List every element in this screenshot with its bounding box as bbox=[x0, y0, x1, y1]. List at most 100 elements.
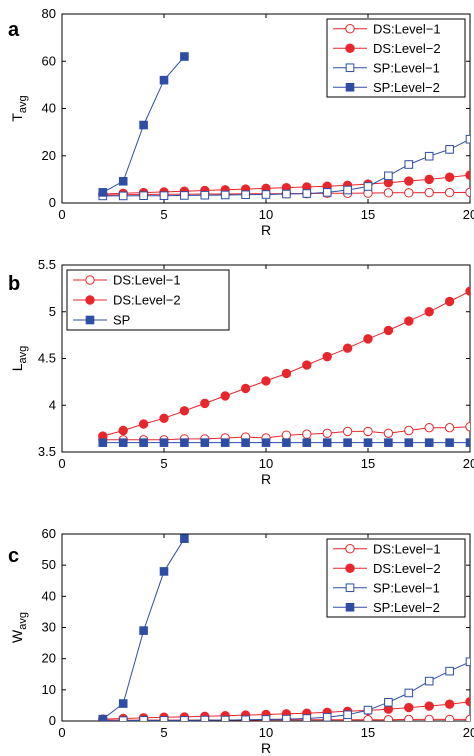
data-point bbox=[363, 426, 373, 437]
legend-swatch-marker bbox=[345, 544, 355, 554]
chart-panel-c: c0 5 10 15 200102030405060RWavgDS:Level−1DS:… bbox=[8, 526, 474, 756]
y-tick-label: 5 bbox=[49, 304, 56, 319]
y-tick-label: 40 bbox=[42, 588, 56, 603]
data-point bbox=[118, 699, 128, 708]
y-tick-label: 80 bbox=[42, 6, 56, 21]
data-point bbox=[302, 714, 312, 721]
x-tick-label: 5 bbox=[160, 725, 167, 740]
x-tick-label: 0 bbox=[58, 207, 65, 222]
legend-label: SP:Level−2 bbox=[373, 600, 440, 615]
legend-swatch-marker bbox=[345, 24, 355, 34]
data-point bbox=[363, 334, 373, 344]
data-point bbox=[98, 714, 108, 721]
y-tick-label: 20 bbox=[42, 651, 56, 666]
data-point bbox=[445, 666, 454, 676]
legend: DS:Level−1 DS:Level−2 SP:Level−1 SP:Level−2 bbox=[326, 18, 466, 98]
data-point bbox=[424, 151, 434, 161]
legend-swatch-marker bbox=[345, 63, 355, 73]
data-point bbox=[220, 391, 230, 401]
data-point bbox=[240, 383, 251, 394]
y-tick-label: 0 bbox=[49, 713, 56, 728]
data-point bbox=[159, 191, 169, 200]
data-point bbox=[424, 307, 434, 317]
legend-label: SP:Level−1 bbox=[373, 60, 440, 75]
data-point bbox=[139, 438, 148, 447]
data-point bbox=[159, 567, 169, 576]
data-point bbox=[465, 286, 470, 296]
x-tick-label: 0 bbox=[58, 725, 65, 740]
data-point bbox=[404, 438, 414, 447]
panel-letter: c bbox=[8, 545, 19, 567]
y-tick-label: 0 bbox=[49, 195, 56, 210]
legend-label: SP:Level−2 bbox=[373, 80, 440, 95]
y-tick-label: 3.5 bbox=[38, 444, 56, 459]
data-point bbox=[404, 702, 414, 713]
data-point bbox=[424, 187, 434, 198]
legend-item: DS:Level−1 bbox=[333, 541, 441, 556]
data-point bbox=[261, 376, 271, 386]
data-point bbox=[241, 715, 250, 721]
legend-swatch-marker bbox=[85, 295, 95, 305]
x-axis-label: R bbox=[261, 740, 271, 756]
legend-swatch-marker bbox=[345, 43, 355, 53]
data-point bbox=[465, 187, 470, 198]
x-axis-label: R bbox=[261, 222, 271, 238]
x-tick-label: 15 bbox=[361, 207, 375, 222]
legend-label: SP bbox=[113, 313, 130, 328]
data-point bbox=[118, 191, 128, 201]
legend-label: DS:Level−2 bbox=[113, 293, 181, 308]
data-point bbox=[363, 705, 373, 715]
x-tick-label: 5 bbox=[160, 456, 167, 471]
data-point bbox=[302, 438, 312, 447]
legend-swatch-marker bbox=[345, 563, 355, 573]
legend: DS:Level−1 DS:Level−2 SP bbox=[66, 269, 230, 331]
data-point bbox=[282, 714, 291, 721]
legend: DS:Level−1 DS:Level−2 SP:Level−1 SP:Level−2 bbox=[326, 538, 466, 618]
legend-swatch-marker bbox=[345, 583, 355, 593]
data-point bbox=[98, 188, 108, 197]
y-tick-label: 60 bbox=[42, 526, 56, 541]
data-point bbox=[384, 171, 393, 181]
y-axis-label-main: W bbox=[9, 629, 25, 643]
legend-label: DS:Level−2 bbox=[373, 41, 441, 56]
legend-label: DS:Level−1 bbox=[113, 273, 181, 288]
x-tick-label: 5 bbox=[160, 207, 167, 222]
data-point bbox=[241, 438, 250, 447]
data-point bbox=[465, 134, 470, 144]
y-axis-label: Wavg bbox=[9, 612, 29, 643]
data-point bbox=[444, 172, 455, 182]
legend-item: DS:Level−2 bbox=[333, 561, 441, 576]
y-axis-label-main: T bbox=[9, 113, 25, 122]
data-point bbox=[200, 398, 210, 409]
data-point bbox=[282, 189, 291, 199]
legend-item: DS:Level−1 bbox=[73, 273, 181, 288]
data-point bbox=[118, 716, 128, 721]
data-point bbox=[445, 145, 454, 154]
series-2 bbox=[98, 134, 470, 201]
data-point bbox=[384, 438, 393, 447]
data-point bbox=[220, 715, 230, 721]
data-point bbox=[200, 438, 210, 447]
data-point bbox=[322, 188, 332, 197]
legend-label: SP:Level−1 bbox=[373, 580, 440, 595]
x-tick-label: 15 bbox=[361, 725, 375, 740]
data-point bbox=[180, 716, 189, 721]
data-point bbox=[404, 176, 414, 186]
data-point bbox=[424, 422, 434, 433]
y-axis-label-sub: avg bbox=[17, 95, 29, 113]
data-point bbox=[404, 688, 414, 698]
data-point bbox=[200, 715, 210, 721]
x-axis-label: R bbox=[261, 471, 271, 487]
y-tick-label: 4 bbox=[49, 397, 56, 412]
data-point bbox=[424, 676, 434, 686]
data-point bbox=[139, 626, 148, 635]
data-point bbox=[404, 714, 414, 721]
data-point bbox=[342, 426, 353, 437]
panel-letter: b bbox=[8, 273, 20, 295]
data-point bbox=[179, 406, 190, 416]
data-point bbox=[383, 715, 394, 721]
y-axis-label-text: Tavg bbox=[9, 95, 29, 121]
data-point bbox=[404, 188, 414, 198]
data-point bbox=[444, 422, 455, 433]
y-tick-label: 40 bbox=[42, 101, 56, 116]
